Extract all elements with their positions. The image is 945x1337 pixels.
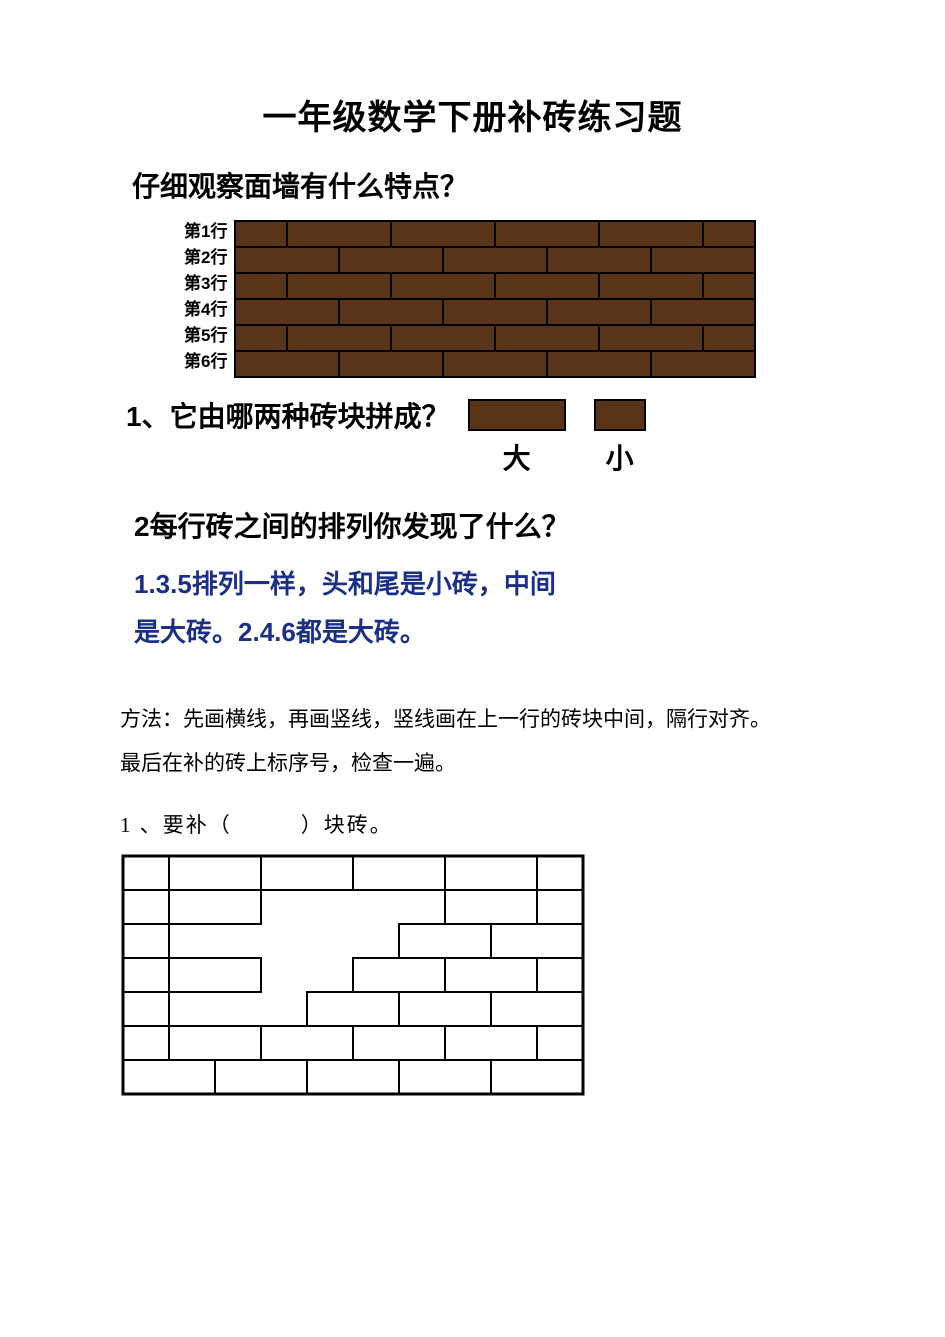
method-text: 方法：先画横线，再画竖线，竖线画在上一行的砖块中间，隔行对齐。 最后在补的砖上标… <box>120 697 825 785</box>
answer-text: 1.3.5排列一样，头和尾是小砖，中间 <box>134 569 556 599</box>
small-label: 小 <box>606 437 634 477</box>
q1-text: 1、它由哪两种砖块拼成？ <box>126 399 450 435</box>
row-label: 第6行 <box>184 349 227 375</box>
method-line: 最后在补的砖上标序号，检查一遍。 <box>120 741 825 785</box>
exercise-1-label: 1 、要补（ ）块砖。 <box>120 809 825 839</box>
wall-diagram: 第1行 第2行 第3行 第4行 第5行 第6行 <box>184 219 825 379</box>
row-label: 第5行 <box>184 323 227 349</box>
answer-line-2: 是大砖。2.4.6都是大砖。 <box>134 611 825 653</box>
page-title: 一年级数学下册补砖练习题 <box>120 90 825 139</box>
worksheet-page: 一年级数学下册补砖练习题 仔细观察面墙有什么特点？ 第1行 第2行 第3行 第4… <box>0 0 945 1337</box>
small-brick-swatch: 小 <box>594 399 646 477</box>
small-brick-icon <box>594 399 646 431</box>
row-label: 第2行 <box>184 245 227 271</box>
row-label: 第1行 <box>184 219 227 245</box>
brown-wall-svg <box>233 219 757 379</box>
row-label: 第4行 <box>184 297 227 323</box>
white-wall-diagram <box>120 853 825 1102</box>
subtitle: 仔细观察面墙有什么特点？ <box>132 165 825 205</box>
row-label: 第3行 <box>184 271 227 297</box>
question-1: 1、它由哪两种砖块拼成？ 大 小 <box>126 399 825 477</box>
answer-line-1: 1.3.5排列一样，头和尾是小砖，中间 <box>134 563 825 605</box>
big-brick-icon <box>468 399 566 431</box>
row-labels: 第1行 第2行 第3行 第4行 第5行 第6行 <box>184 219 227 375</box>
big-brick-swatch: 大 <box>468 399 566 477</box>
answer-text: 是大砖。 <box>134 617 238 647</box>
question-2: 2每行砖之间的排列你发现了什么？ <box>134 505 825 545</box>
white-wall-svg <box>120 853 586 1097</box>
big-label: 大 <box>503 437 531 477</box>
method-line: 方法：先画横线，再画竖线，竖线画在上一行的砖块中间，隔行对齐。 <box>120 697 825 741</box>
answer-text: 2.4.6都是大砖。 <box>238 617 426 647</box>
